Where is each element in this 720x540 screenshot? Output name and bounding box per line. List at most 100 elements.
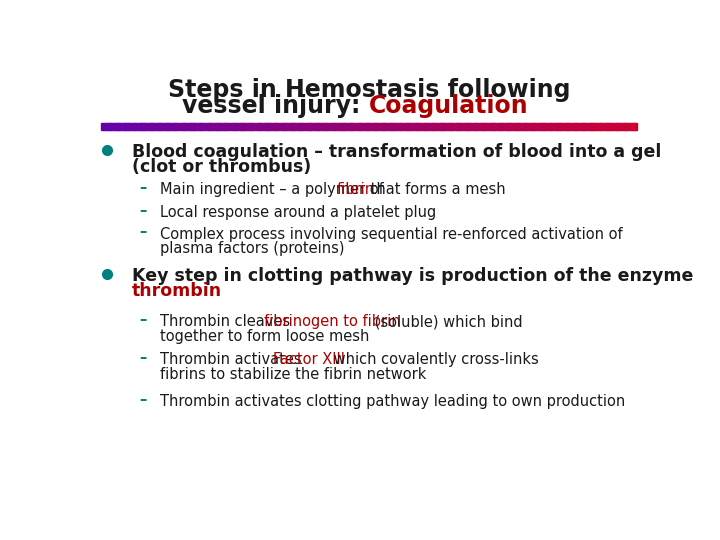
Bar	[610, 123, 613, 131]
Bar	[348, 123, 350, 131]
Bar	[366, 123, 368, 131]
Bar	[235, 123, 238, 131]
Bar	[256, 123, 259, 131]
Bar	[585, 123, 588, 131]
Bar	[108, 123, 111, 131]
Bar	[617, 123, 619, 131]
Bar	[389, 123, 391, 131]
Bar	[628, 123, 630, 131]
Bar	[269, 123, 271, 131]
Bar	[449, 123, 451, 131]
Bar	[410, 123, 413, 131]
Bar	[178, 123, 180, 131]
Bar	[360, 123, 362, 131]
Text: Factor XIII: Factor XIII	[273, 352, 345, 367]
Bar	[356, 123, 359, 131]
Bar	[385, 123, 387, 131]
Bar	[405, 123, 407, 131]
Bar	[501, 123, 503, 131]
Bar	[323, 123, 325, 131]
Bar	[464, 123, 466, 131]
Bar	[249, 123, 252, 131]
Bar	[296, 123, 298, 131]
Bar	[287, 123, 289, 131]
Bar	[274, 123, 276, 131]
Bar	[420, 123, 423, 131]
Bar	[448, 123, 450, 131]
Text: –: –	[140, 203, 147, 218]
Bar	[174, 123, 176, 131]
Text: Thrombin activates clotting pathway leading to own production: Thrombin activates clotting pathway lead…	[160, 394, 625, 409]
Bar	[219, 123, 221, 131]
Bar	[519, 123, 521, 131]
Text: fibrin: fibrin	[337, 182, 375, 197]
Bar	[130, 123, 132, 131]
Bar	[331, 123, 334, 131]
Bar	[453, 123, 455, 131]
Bar	[321, 123, 323, 131]
Bar	[415, 123, 418, 131]
Bar	[483, 123, 485, 131]
Bar	[390, 123, 393, 131]
Bar	[474, 123, 477, 131]
Bar	[490, 123, 492, 131]
Bar	[221, 123, 223, 131]
Bar	[531, 123, 534, 131]
Bar	[251, 123, 253, 131]
Bar	[210, 123, 212, 131]
Bar	[237, 123, 239, 131]
Bar	[510, 123, 513, 131]
Bar	[526, 123, 528, 131]
Bar	[516, 123, 518, 131]
Bar	[222, 123, 225, 131]
Bar	[595, 123, 598, 131]
Bar	[624, 123, 626, 131]
Bar	[207, 123, 209, 131]
Bar	[605, 123, 607, 131]
Bar	[582, 123, 584, 131]
Bar	[341, 123, 343, 131]
Bar	[471, 123, 473, 131]
Bar	[278, 123, 280, 131]
Bar	[230, 123, 232, 131]
Bar	[310, 123, 312, 131]
Bar	[181, 123, 184, 131]
Bar	[125, 123, 127, 131]
Bar	[155, 123, 157, 131]
Bar	[137, 123, 139, 131]
Bar	[119, 123, 122, 131]
Bar	[397, 123, 400, 131]
Bar	[378, 123, 380, 131]
Bar	[262, 123, 264, 131]
Bar	[273, 123, 275, 131]
Bar	[551, 123, 554, 131]
Text: thrombin: thrombin	[132, 282, 222, 300]
Bar	[285, 123, 287, 131]
Bar	[355, 123, 357, 131]
Bar	[148, 123, 150, 131]
Bar	[173, 123, 175, 131]
Bar	[139, 123, 141, 131]
Bar	[458, 123, 461, 131]
Bar	[201, 123, 204, 131]
Text: Complex process involving sequential re-enforced activation of: Complex process involving sequential re-…	[160, 227, 622, 241]
Bar	[544, 123, 546, 131]
Bar	[562, 123, 564, 131]
Text: that forms a mesh: that forms a mesh	[366, 182, 506, 197]
Bar	[189, 123, 191, 131]
Bar	[301, 123, 304, 131]
Bar	[233, 123, 235, 131]
Bar	[508, 123, 510, 131]
Text: –: –	[140, 349, 147, 364]
Bar	[583, 123, 585, 131]
Bar	[472, 123, 475, 131]
Bar	[232, 123, 234, 131]
Bar	[462, 123, 464, 131]
Bar	[446, 123, 448, 131]
Bar	[401, 123, 403, 131]
Bar	[292, 123, 294, 131]
Bar	[423, 123, 425, 131]
Bar	[601, 123, 603, 131]
Bar	[260, 123, 262, 131]
Bar	[565, 123, 568, 131]
